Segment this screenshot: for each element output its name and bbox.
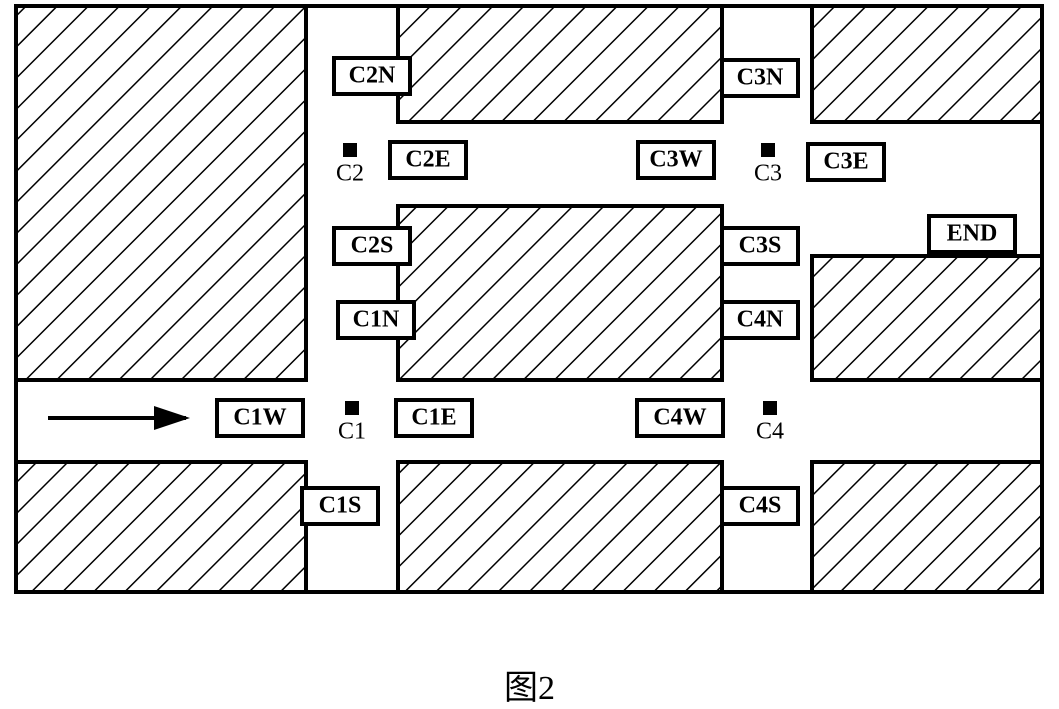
node-label-C4: C4 [756, 419, 784, 445]
node-label-C1: C1 [338, 419, 366, 445]
block-7 [812, 462, 1042, 592]
node-C4 [763, 401, 777, 415]
block-2 [812, 6, 1042, 122]
label-text-C4S: C4S [739, 493, 782, 519]
label-text-C1E: C1E [411, 405, 456, 431]
node-label-C3: C3 [754, 161, 782, 187]
block-4 [812, 256, 1042, 380]
label-text-C4N: C4N [737, 307, 784, 333]
label-text-C3E: C3E [823, 149, 868, 175]
label-text-C1W: C1W [233, 405, 286, 431]
label-text-C2E: C2E [405, 147, 450, 173]
node-C2 [343, 143, 357, 157]
label-text-C3S: C3S [739, 233, 782, 259]
map-diagram: C2 C3 C1 C4 C2N C3N C2E C3W C3E C2S C3S END C1N C4N C1… [0, 0, 1059, 701]
label-text-C3W: C3W [649, 147, 702, 173]
node-label-C2: C2 [336, 161, 364, 187]
node-C3 [761, 143, 775, 157]
label-text-END: END [947, 221, 998, 247]
label-text-C1N: C1N [353, 307, 400, 333]
label-text-C3N: C3N [737, 65, 784, 91]
label-text-C2S: C2S [351, 233, 394, 259]
block-1 [398, 6, 722, 122]
block-0 [16, 6, 306, 380]
node-C1 [345, 401, 359, 415]
block-5 [16, 462, 306, 592]
label-text-C4W: C4W [653, 405, 706, 431]
figure-caption: 图2 [0, 660, 1059, 709]
label-text-C2N: C2N [349, 63, 396, 89]
block-6 [398, 462, 722, 592]
label-text-C1S: C1S [319, 493, 362, 519]
block-3 [398, 206, 722, 380]
